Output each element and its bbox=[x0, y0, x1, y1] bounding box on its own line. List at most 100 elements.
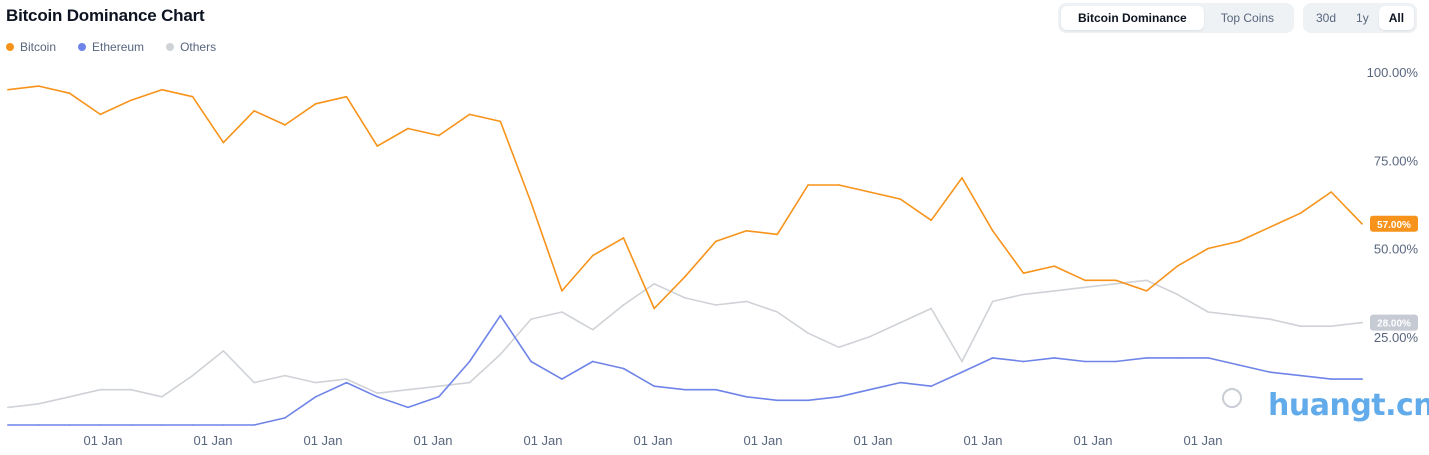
data-point-others bbox=[1268, 318, 1271, 320]
data-point-others bbox=[684, 297, 686, 299]
data-point-others bbox=[284, 374, 286, 377]
range-30d-button[interactable]: 30d bbox=[1316, 11, 1337, 25]
data-point-bitcoin bbox=[1330, 191, 1333, 193]
data-point-others bbox=[1022, 293, 1025, 296]
data-point-ethereum bbox=[930, 385, 932, 387]
data-point-bitcoin bbox=[468, 113, 471, 116]
data-point-others bbox=[745, 300, 748, 303]
data-point-bitcoin bbox=[7, 88, 9, 91]
data-point-bitcoin bbox=[191, 95, 194, 98]
data-point-bitcoin bbox=[284, 124, 286, 126]
data-point-others bbox=[899, 321, 902, 324]
data-point-bitcoin bbox=[653, 307, 656, 310]
data-point-ethereum bbox=[1145, 357, 1148, 359]
data-point-others bbox=[345, 378, 348, 380]
data-point-others bbox=[1330, 325, 1333, 327]
data-point-others bbox=[714, 304, 717, 306]
data-point-bitcoin bbox=[776, 233, 779, 236]
data-point-bitcoin bbox=[253, 110, 255, 112]
data-point-ethereum bbox=[807, 399, 809, 402]
data-point-ethereum bbox=[1330, 378, 1333, 380]
data-point-bitcoin bbox=[1207, 247, 1209, 250]
data-point-others bbox=[191, 374, 194, 377]
series-line-others bbox=[7, 279, 1363, 409]
legend-item-others[interactable]: Others bbox=[166, 40, 216, 54]
data-point-bitcoin bbox=[868, 191, 871, 193]
y-tick-label: 50.00% bbox=[1374, 242, 1419, 257]
data-point-ethereum bbox=[1238, 364, 1240, 366]
data-point-ethereum bbox=[1115, 360, 1117, 363]
data-point-others bbox=[561, 311, 563, 313]
data-point-ethereum bbox=[222, 424, 225, 426]
data-point-bitcoin bbox=[807, 184, 809, 186]
data-point-bitcoin bbox=[1022, 272, 1025, 275]
range-1y-button[interactable]: 1y bbox=[1356, 11, 1369, 25]
data-point-others bbox=[653, 283, 656, 285]
data-point-ethereum bbox=[1084, 360, 1086, 363]
data-point-others bbox=[530, 318, 532, 320]
data-point-ethereum bbox=[561, 378, 563, 380]
x-tick-label: 01 Jan bbox=[963, 433, 1002, 448]
data-point-bitcoin bbox=[684, 275, 686, 278]
data-point-bitcoin bbox=[961, 177, 963, 179]
data-point-bitcoin bbox=[1238, 240, 1240, 243]
data-point-ethereum bbox=[314, 395, 317, 398]
data-point-bitcoin bbox=[745, 230, 748, 232]
data-point-ethereum bbox=[161, 424, 163, 426]
data-point-bitcoin bbox=[37, 85, 40, 87]
view-tabs: Bitcoin Dominance Top Coins bbox=[1058, 3, 1295, 33]
range-all-button[interactable]: All bbox=[1378, 6, 1415, 30]
last-value-badge-bitcoin: 57.00% bbox=[1370, 215, 1418, 232]
data-point-ethereum bbox=[68, 424, 71, 426]
legend-item-bitcoin[interactable]: Bitcoin bbox=[6, 40, 56, 54]
data-point-bitcoin bbox=[438, 134, 440, 137]
data-point-bitcoin bbox=[1361, 222, 1363, 225]
x-tick-label: 01 Jan bbox=[853, 433, 892, 448]
data-point-ethereum bbox=[991, 357, 994, 359]
data-point-others bbox=[807, 332, 809, 335]
data-point-bitcoin bbox=[530, 201, 532, 204]
data-point-bitcoin bbox=[930, 219, 932, 222]
data-point-bitcoin bbox=[376, 145, 379, 147]
data-point-ethereum bbox=[961, 371, 963, 373]
data-point-ethereum bbox=[868, 388, 871, 391]
data-point-others bbox=[161, 395, 163, 398]
data-point-others bbox=[130, 388, 132, 391]
data-point-ethereum bbox=[745, 395, 748, 398]
data-point-bitcoin bbox=[561, 290, 563, 292]
data-point-others bbox=[991, 300, 994, 303]
data-point-others bbox=[68, 395, 71, 398]
data-point-others bbox=[868, 335, 871, 338]
legend-item-ethereum[interactable]: Ethereum bbox=[78, 40, 144, 54]
data-point-ethereum bbox=[345, 381, 348, 384]
data-point-ethereum bbox=[284, 417, 286, 419]
series-line-ethereum bbox=[7, 314, 1363, 426]
data-point-ethereum bbox=[130, 424, 132, 426]
data-point-bitcoin bbox=[714, 240, 717, 243]
data-point-others bbox=[438, 385, 440, 387]
badge-label: 57.00% bbox=[1377, 220, 1411, 231]
data-point-bitcoin bbox=[591, 254, 594, 257]
data-point-ethereum bbox=[684, 388, 686, 391]
watermark-text: huangt.cn bbox=[1268, 388, 1429, 423]
tab-top-coins[interactable]: Top Coins bbox=[1220, 11, 1275, 25]
data-point-others bbox=[1238, 314, 1240, 317]
data-point-bitcoin bbox=[1145, 290, 1148, 292]
data-point-bitcoin bbox=[622, 237, 625, 239]
data-point-bitcoin bbox=[1268, 226, 1271, 229]
data-point-ethereum bbox=[653, 385, 656, 387]
data-point-bitcoin bbox=[99, 113, 102, 116]
data-point-bitcoin bbox=[345, 95, 348, 98]
data-point-ethereum bbox=[1299, 374, 1302, 377]
data-point-others bbox=[1176, 293, 1179, 296]
coinmarketcap-logo-icon bbox=[1222, 388, 1242, 408]
data-point-ethereum bbox=[499, 314, 502, 317]
data-point-ethereum bbox=[1022, 360, 1025, 363]
x-tick-label: 01 Jan bbox=[1183, 433, 1222, 448]
data-point-ethereum bbox=[376, 395, 379, 398]
data-point-others bbox=[253, 381, 255, 384]
data-point-ethereum bbox=[1268, 371, 1271, 373]
data-point-ethereum bbox=[838, 395, 840, 398]
tab-bitcoin-dominance[interactable]: Bitcoin Dominance bbox=[1061, 6, 1204, 30]
